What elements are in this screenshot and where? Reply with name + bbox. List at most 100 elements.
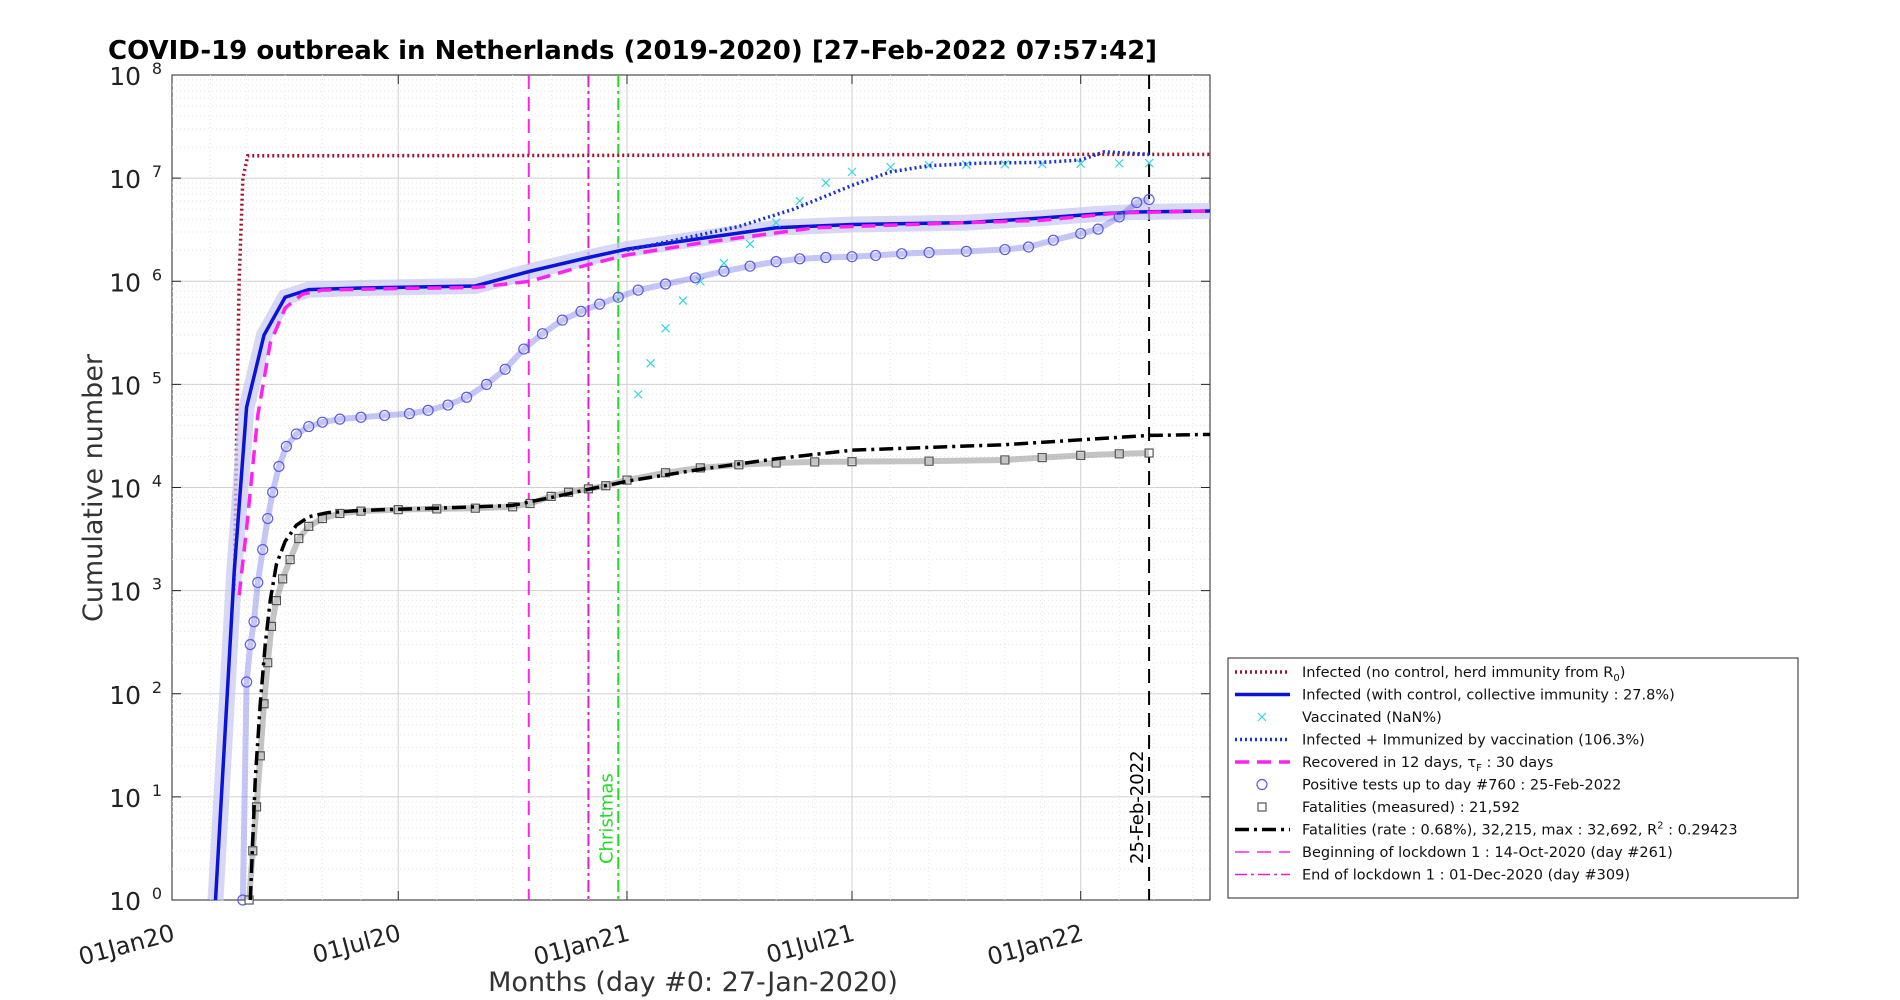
x-tick-label: 01Jan22 bbox=[984, 919, 1086, 971]
data-point bbox=[403, 408, 416, 420]
data-point bbox=[745, 239, 755, 249]
data-point bbox=[290, 428, 302, 440]
legend-entry: Fatalities (measured) : 21,592 bbox=[1302, 800, 1520, 816]
data-point bbox=[267, 486, 279, 498]
data-point bbox=[273, 460, 285, 473]
legend-entry: Recovered in 12 days, τF : 30 days bbox=[1302, 755, 1553, 774]
data-point bbox=[810, 457, 820, 467]
y-axis-label: Cumulative number bbox=[78, 353, 109, 622]
data-point bbox=[1075, 227, 1087, 240]
data-point bbox=[744, 260, 756, 272]
data-point bbox=[1047, 234, 1059, 246]
data-point bbox=[518, 343, 530, 355]
data-point bbox=[960, 245, 972, 257]
data-point bbox=[821, 178, 831, 188]
data-point bbox=[1076, 159, 1086, 169]
x-tick-label: 01Jan20 bbox=[76, 919, 178, 971]
y-tick-label: 10 5 bbox=[109, 368, 162, 400]
data-point bbox=[1037, 452, 1047, 463]
data-point bbox=[770, 256, 782, 268]
data-point bbox=[480, 378, 493, 390]
data-point bbox=[870, 249, 882, 262]
data-point bbox=[536, 328, 549, 340]
legend-entry: Infected + Immunized by vaccination (106… bbox=[1302, 733, 1645, 749]
legend-marker bbox=[1257, 802, 1267, 812]
series-line bbox=[213, 209, 1211, 901]
data-point bbox=[355, 411, 367, 423]
x-axis-label: Months (day #0: 27-Jan-2020) bbox=[488, 967, 898, 998]
data-point bbox=[378, 409, 391, 422]
y-tick-label: 10 4 bbox=[109, 472, 162, 504]
data-point bbox=[719, 258, 729, 268]
data-point bbox=[659, 278, 672, 290]
data-point bbox=[999, 243, 1011, 256]
data-point bbox=[678, 296, 688, 305]
y-tick-label: 10 7 bbox=[109, 162, 162, 194]
x-tick-label: 01Jul21 bbox=[763, 919, 857, 969]
legend-entry: Beginning of lockdown 1 : 14-Oct-2020 (d… bbox=[1302, 845, 1673, 861]
series-line bbox=[626, 150, 1150, 252]
data-point bbox=[886, 162, 895, 172]
data-point bbox=[718, 265, 730, 277]
y-tick-label: 10 1 bbox=[109, 781, 162, 813]
vertical-line-label: Christmas bbox=[596, 773, 617, 864]
legend-entry: Vaccinated (NaN%) bbox=[1302, 710, 1442, 726]
data-point bbox=[896, 248, 908, 260]
series-line bbox=[232, 152, 1210, 591]
legend-entry: Infected (with control, collective immun… bbox=[1302, 688, 1675, 704]
data-point bbox=[795, 196, 805, 206]
data-point bbox=[285, 554, 295, 565]
data-point bbox=[633, 389, 643, 399]
data-point bbox=[1022, 241, 1035, 253]
data-point bbox=[334, 413, 346, 425]
data-point bbox=[771, 218, 781, 228]
data-point bbox=[257, 543, 269, 556]
data-point bbox=[303, 420, 315, 433]
data-point bbox=[442, 399, 454, 411]
data-point bbox=[924, 456, 934, 466]
data-point bbox=[304, 521, 314, 531]
data-point bbox=[1131, 196, 1143, 209]
data-point bbox=[689, 272, 701, 284]
data-point bbox=[262, 512, 274, 525]
series-trace bbox=[239, 196, 1150, 901]
y-tick-label: 10 0 bbox=[109, 884, 162, 916]
legend-entry: Positive tests up to day #760 : 25-Feb-2… bbox=[1302, 778, 1621, 794]
data-point bbox=[278, 574, 288, 584]
legend-marker bbox=[1256, 778, 1268, 791]
data-point bbox=[294, 533, 304, 544]
data-point bbox=[244, 638, 256, 651]
data-point bbox=[1114, 449, 1124, 459]
data-point bbox=[594, 298, 606, 310]
data-point bbox=[646, 358, 656, 368]
data-point bbox=[316, 416, 329, 428]
data-point bbox=[923, 246, 935, 259]
data-point bbox=[248, 616, 260, 628]
data-point bbox=[575, 305, 587, 318]
series-layer bbox=[207, 150, 1211, 906]
legend-entry: End of lockdown 1 : 01-Dec-2020 (day #30… bbox=[1302, 868, 1630, 884]
data-point bbox=[499, 363, 511, 375]
data-point bbox=[422, 404, 434, 416]
data-point bbox=[556, 314, 568, 326]
legend-marker bbox=[1257, 712, 1267, 722]
x-tick-label: 01Jan21 bbox=[531, 919, 633, 971]
data-point bbox=[1144, 448, 1154, 458]
data-point bbox=[1144, 158, 1154, 168]
data-point bbox=[335, 508, 345, 519]
data-point bbox=[240, 676, 253, 688]
y-tick-label: 10 6 bbox=[109, 265, 162, 297]
vertical-line-labels: Christmas 25-Feb-2022 bbox=[596, 750, 1148, 864]
legend: Infected (no control, herd immunity from… bbox=[1227, 657, 1799, 899]
legend-entry: Infected (no control, herd immunity from… bbox=[1302, 665, 1625, 684]
data-point bbox=[461, 391, 473, 403]
data-point bbox=[1000, 455, 1010, 465]
data-point bbox=[794, 253, 806, 265]
grid bbox=[172, 75, 1210, 900]
x-tick-label: 01Jul20 bbox=[310, 919, 404, 969]
data-point bbox=[1113, 211, 1125, 223]
vertical-line-label: 25-Feb-2022 bbox=[1127, 750, 1148, 864]
data-point bbox=[1143, 193, 1155, 206]
y-tick-label: 10 2 bbox=[109, 678, 162, 710]
